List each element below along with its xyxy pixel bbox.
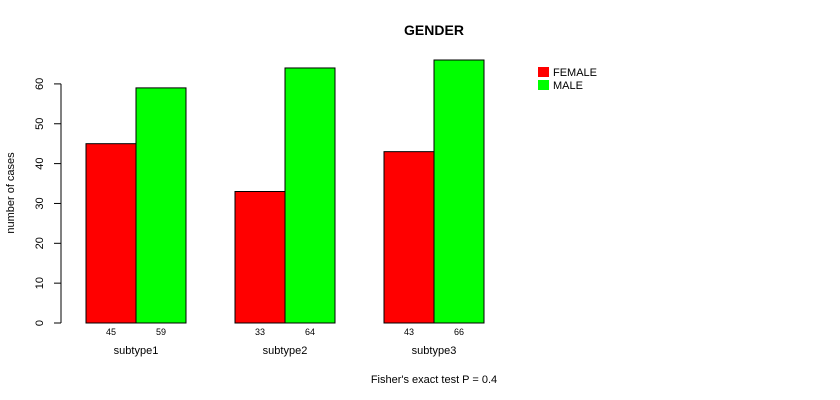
- value-label-subtype3-male: 66: [454, 327, 464, 337]
- bar-subtype2-male: [284, 67, 336, 324]
- y-tick-label: 10: [34, 277, 46, 289]
- bar-subtype3-male: [433, 59, 485, 324]
- category-labels-group: subtype1 subtype2 subtype3: [114, 345, 457, 357]
- y-tick-label: 60: [34, 78, 46, 90]
- y-tick-label: 40: [34, 157, 46, 169]
- category-label-subtype2: subtype2: [263, 345, 308, 357]
- fisher-test-caption: Fisher's exact test P = 0.4: [371, 374, 497, 386]
- bars-group: [85, 59, 485, 324]
- value-label-subtype1-female: 45: [106, 327, 116, 337]
- legend-swatch-male: [538, 80, 549, 90]
- category-label-subtype1: subtype1: [114, 345, 159, 357]
- y-axis-label: number of cases: [5, 152, 17, 234]
- category-label-subtype3: subtype3: [412, 345, 457, 357]
- bar-subtype2-female: [234, 191, 286, 324]
- y-tick-label: 30: [34, 197, 46, 209]
- legend-label-female: FEMALE: [553, 67, 597, 79]
- bar-subtype3-female: [383, 151, 435, 324]
- legend-swatch-female: [538, 67, 549, 77]
- y-tick-label: 50: [34, 118, 46, 130]
- chart-title: GENDER: [404, 22, 464, 38]
- value-label-subtype2-female: 33: [255, 327, 265, 337]
- legend-label-male: MALE: [553, 80, 583, 92]
- y-axis: 0 10 20 30 40 50 60: [34, 78, 62, 326]
- value-label-subtype1-male: 59: [156, 327, 166, 337]
- value-labels-group: 45 59 33 64 43 66: [106, 327, 464, 337]
- bar-subtype1-female: [85, 143, 137, 324]
- bar-subtype1-male: [135, 87, 187, 324]
- y-tick-label: 0: [34, 320, 46, 326]
- y-tick-label: 20: [34, 237, 46, 249]
- value-label-subtype2-male: 64: [305, 327, 315, 337]
- value-label-subtype3-female: 43: [404, 327, 414, 337]
